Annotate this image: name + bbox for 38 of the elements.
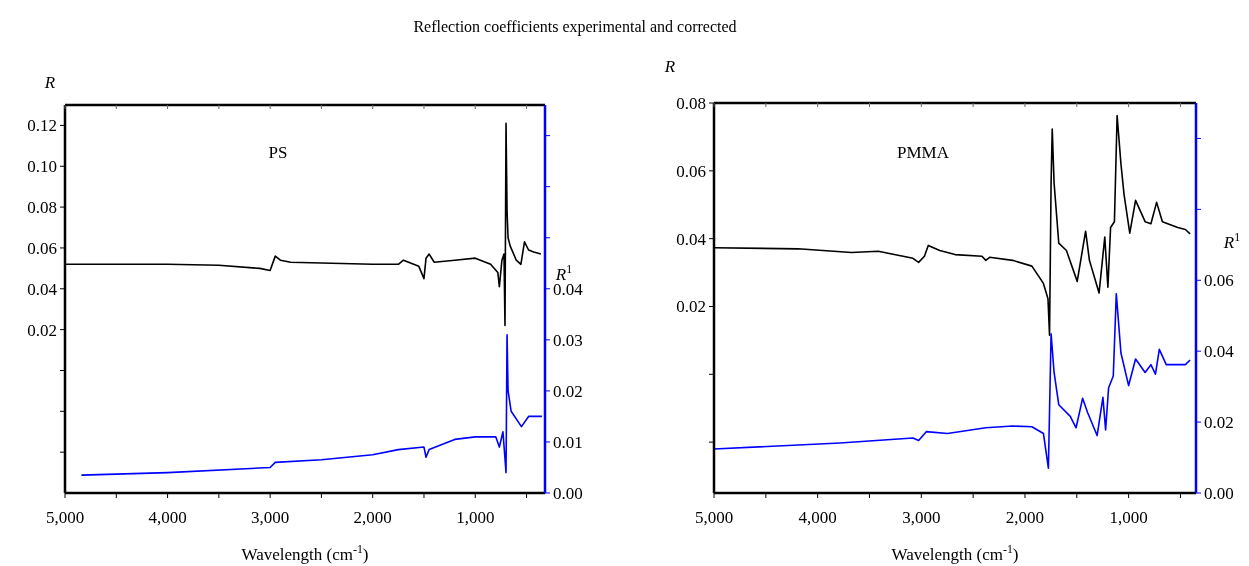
x-tick-label: 1,000 bbox=[456, 508, 495, 527]
y2-tick-label: 0.00 bbox=[1204, 483, 1234, 503]
y2-tick-label: 0.02 bbox=[1204, 413, 1234, 433]
x-tick-label: 5,000 bbox=[45, 508, 85, 527]
y-tick-label: 0.10 bbox=[27, 157, 57, 177]
x-axis-title: Wavelength (cm$^{-1}$) bbox=[891, 542, 1019, 564]
y2-tick-label: 0.01 bbox=[553, 432, 583, 452]
annotation: PS bbox=[268, 143, 288, 162]
x-tick-label: 4,000 bbox=[798, 508, 837, 527]
x-tick-label: 3,000 bbox=[251, 508, 290, 527]
y2-tick-label: 0.02 bbox=[553, 381, 583, 401]
y2-tick-label: 0.06 bbox=[1204, 271, 1234, 291]
x-tick-label: 4,000 bbox=[148, 508, 187, 527]
y-tick-label: 0.06 bbox=[676, 161, 706, 181]
y-tick-label: 0.04 bbox=[676, 229, 707, 249]
y-tick-label: 0.08 bbox=[676, 93, 706, 113]
y-tick-label: 0.12 bbox=[27, 116, 57, 136]
x-tick-label: 2,000 bbox=[353, 508, 392, 527]
x-tick-label: 1,000 bbox=[1109, 508, 1148, 527]
y2-tick-label: 0.00 bbox=[553, 483, 583, 503]
x-tick-label: 5,000 bbox=[694, 508, 734, 527]
y-axis-title: R bbox=[43, 73, 56, 92]
y-tick-label: 0.02 bbox=[27, 320, 57, 340]
x-tick-label: 2,000 bbox=[1005, 508, 1045, 527]
chart-title: Reflection coefficients experimental and corrected bbox=[413, 18, 737, 36]
y-tick-label: 0.06 bbox=[27, 238, 57, 258]
line-series bbox=[713, 292, 1191, 469]
x-tick-label: 3,000 bbox=[902, 508, 941, 527]
y-tick-label: 0.04 bbox=[27, 279, 58, 299]
annotation: PMMA bbox=[897, 143, 950, 162]
x-axis-title: Wavelength (cm$^{-1}$) bbox=[241, 542, 369, 564]
y2-tick-label: 0.03 bbox=[553, 330, 583, 350]
y-tick-label: 0.08 bbox=[27, 198, 57, 218]
y-axis-title: R bbox=[663, 57, 676, 76]
y2-axis-title: R$^{1}$ bbox=[1222, 230, 1241, 252]
line-series bbox=[80, 333, 543, 476]
y-tick-label: 0.02 bbox=[676, 297, 706, 317]
y2-tick-label: 0.04 bbox=[1204, 342, 1235, 362]
